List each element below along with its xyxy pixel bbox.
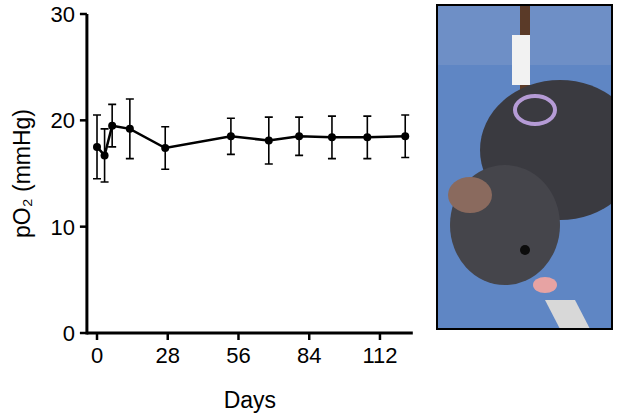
error-cap — [295, 155, 303, 157]
error-cap — [93, 114, 101, 116]
error-cap — [227, 154, 235, 156]
data-point — [101, 151, 109, 159]
photo-tape — [512, 35, 530, 85]
data-point — [161, 144, 169, 152]
x-axis — [87, 332, 413, 335]
x-tick — [379, 333, 382, 340]
photo-mouse-nose — [533, 277, 557, 293]
error-bar — [295, 117, 303, 155]
error-cap — [363, 115, 371, 117]
error-cap — [101, 181, 109, 183]
y-tick-label: 0 — [63, 321, 75, 346]
y-tick — [80, 225, 87, 228]
error-bar — [93, 115, 101, 179]
chart: 0 10 20 30 0 28 56 84 112 Days pO₂ (mmHg) — [0, 0, 624, 420]
data-point — [93, 143, 101, 151]
y-tick-label: 20 — [50, 108, 74, 133]
y-tick — [80, 13, 87, 16]
data-point — [363, 133, 371, 141]
error-bar — [401, 115, 409, 158]
error-cap — [227, 117, 235, 119]
data-point — [401, 132, 409, 140]
data-point — [328, 133, 336, 141]
y-tick — [80, 332, 87, 335]
error-cap — [108, 104, 116, 106]
x-tick-label: 28 — [156, 343, 180, 368]
x-tick — [96, 333, 99, 340]
y-axis-label: pO₂ (mmHg) — [9, 109, 35, 238]
error-cap — [363, 158, 371, 160]
photo-mouse-ear — [448, 177, 492, 213]
error-bar — [227, 118, 235, 154]
error-cap — [328, 115, 336, 117]
error-cap — [93, 178, 101, 180]
x-tick-label: 84 — [297, 343, 321, 368]
error-cap — [101, 128, 109, 130]
x-tick — [237, 333, 240, 340]
data-point — [265, 137, 273, 145]
series-line — [97, 126, 405, 156]
x-tick-label: 112 — [362, 343, 397, 368]
y-axis — [85, 14, 88, 335]
data-point — [126, 125, 134, 133]
error-cap — [295, 116, 303, 118]
x-tick — [308, 333, 311, 340]
plot-data — [93, 99, 409, 182]
y-tick-label: 30 — [50, 2, 74, 27]
photo-content — [437, 5, 612, 329]
y-tick-label: 10 — [50, 215, 74, 240]
error-bar — [265, 117, 273, 164]
photo — [437, 5, 624, 329]
error-cap — [328, 158, 336, 160]
error-bar — [108, 104, 116, 147]
error-bar — [101, 129, 109, 182]
error-bar — [328, 116, 336, 159]
error-cap — [265, 163, 273, 165]
x-tick-label: 0 — [91, 343, 103, 368]
error-cap — [161, 168, 169, 170]
error-bar — [161, 127, 169, 170]
data-point — [227, 132, 235, 140]
error-cap — [401, 114, 409, 116]
data-point — [295, 132, 303, 140]
error-bar — [126, 99, 134, 159]
photo-mouse-eye — [520, 245, 530, 255]
error-cap — [108, 146, 116, 148]
x-tick — [166, 333, 169, 340]
error-cap — [401, 157, 409, 159]
x-axis-label: Days — [224, 387, 276, 413]
error-bar — [363, 116, 371, 159]
photo-ring — [515, 96, 555, 124]
photo-tube — [545, 300, 590, 329]
photo-border — [437, 5, 612, 329]
error-cap — [126, 158, 134, 160]
x-tick-label: 56 — [226, 343, 250, 368]
error-cap — [265, 116, 273, 118]
y-tick — [80, 119, 87, 122]
error-cap — [126, 98, 134, 100]
error-cap — [161, 126, 169, 128]
data-point — [108, 122, 116, 130]
